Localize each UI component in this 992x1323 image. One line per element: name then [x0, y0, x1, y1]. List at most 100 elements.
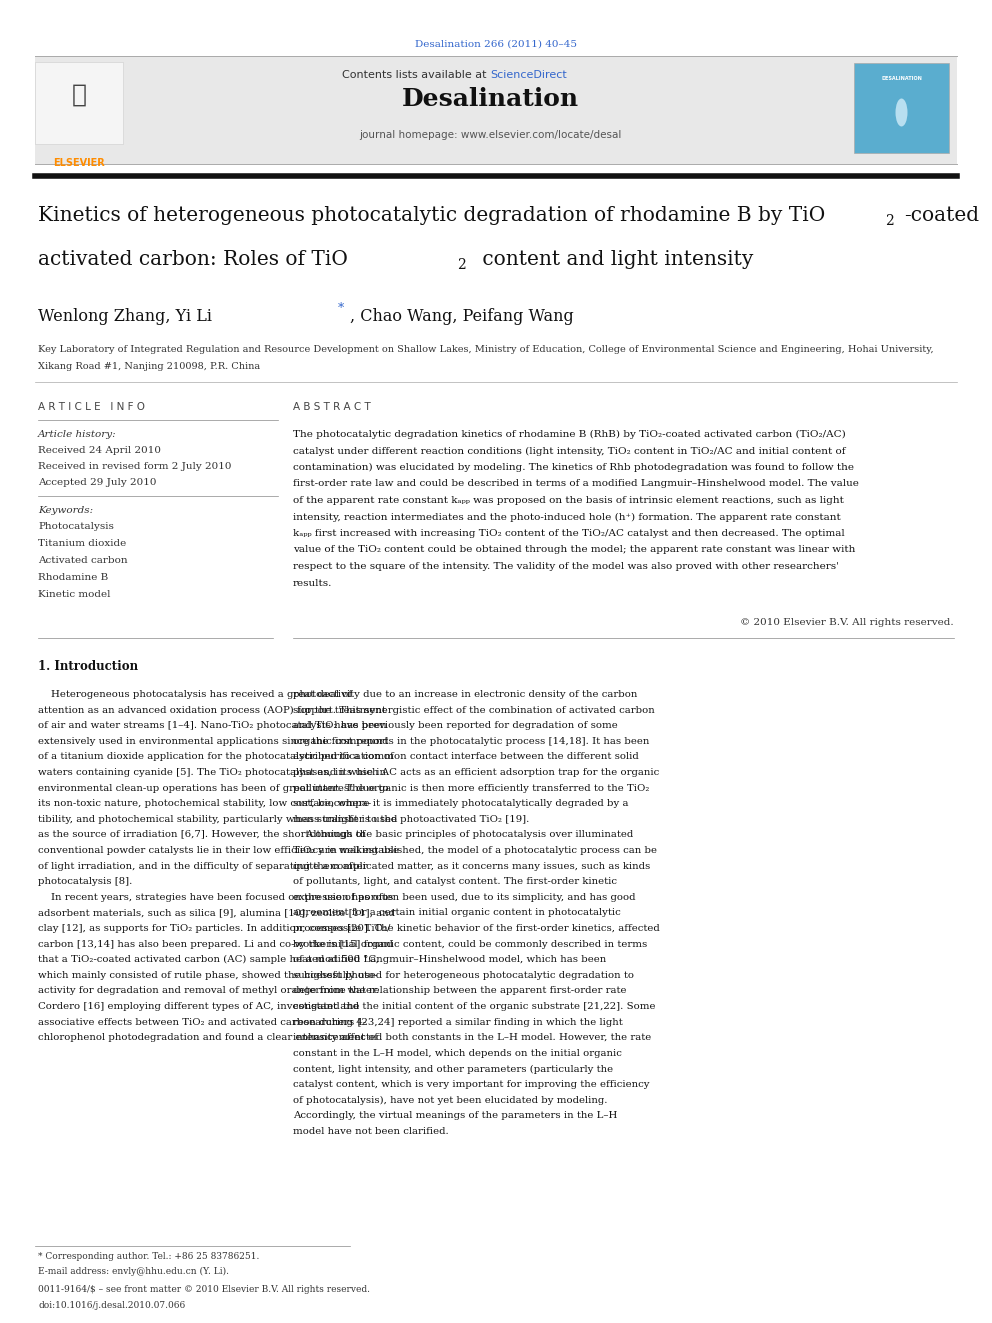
Text: kₐₚₚ first increased with increasing TiO₂ content of the TiO₂/AC catalyst and th: kₐₚₚ first increased with increasing TiO…	[293, 529, 845, 538]
Text: Rhodamine B: Rhodamine B	[38, 573, 108, 582]
Text: A R T I C L E   I N F O: A R T I C L E I N F O	[38, 402, 145, 411]
Text: that a TiO₂-coated activated carbon (AC) sample heated at 500 °C,: that a TiO₂-coated activated carbon (AC)…	[38, 955, 379, 964]
Text: intensity, reaction intermediates and the photo-induced hole (h⁺) formation. The: intensity, reaction intermediates and th…	[293, 512, 841, 521]
Text: surface, where it is immediately photocatalytically degraded by a: surface, where it is immediately photoca…	[293, 799, 629, 808]
Text: catalyst content, which is very important for improving the efficiency: catalyst content, which is very importan…	[293, 1080, 650, 1089]
Text: Accordingly, the virtual meanings of the parameters in the L–H: Accordingly, the virtual meanings of the…	[293, 1111, 617, 1121]
Text: of the apparent rate constant kₐₚₚ was proposed on the basis of intrinsic elemen: of the apparent rate constant kₐₚₚ was p…	[293, 496, 844, 505]
Text: conventional powder catalysts lie in their low efficiency in making use: conventional powder catalysts lie in the…	[38, 845, 399, 855]
Text: photoactivity due to an increase in electronic density of the carbon: photoactivity due to an increase in elec…	[293, 691, 638, 699]
Text: Wenlong Zhang, Yi Li: Wenlong Zhang, Yi Li	[38, 308, 217, 325]
Text: adsorbent materials, such as silica [9], alumina [10], zeolite [11], and: adsorbent materials, such as silica [9],…	[38, 909, 395, 917]
Text: Activated carbon: Activated carbon	[38, 556, 128, 565]
Text: processes [20]. The kinetic behavior of the first-order kinetics, affected: processes [20]. The kinetic behavior of …	[293, 923, 660, 933]
Text: constant in the L–H model, which depends on the initial organic: constant in the L–H model, which depends…	[293, 1049, 622, 1058]
Text: -coated: -coated	[904, 206, 979, 225]
Text: 2: 2	[457, 258, 466, 273]
Text: photocatalysis [8].: photocatalysis [8].	[38, 877, 132, 886]
Text: successfully used for heterogeneous photocatalytic degradation to: successfully used for heterogeneous phot…	[293, 971, 634, 980]
Text: In recent years, strategies have been focused on the use of porous: In recent years, strategies have been fo…	[38, 893, 394, 902]
Text: expression has often been used, due to its simplicity, and has good: expression has often been used, due to i…	[293, 893, 636, 902]
Text: *: *	[338, 302, 344, 315]
Text: phases, in which AC acts as an efficient adsorption trap for the organic: phases, in which AC acts as an efficient…	[293, 767, 660, 777]
Text: A B S T R A C T: A B S T R A C T	[293, 402, 371, 411]
Text: content and light intensity: content and light intensity	[476, 250, 753, 269]
Text: Desalination 266 (2011) 40–45: Desalination 266 (2011) 40–45	[415, 40, 577, 49]
Text: Desalination: Desalination	[402, 87, 578, 111]
Text: value of the TiO₂ content could be obtained through the model; the apparent rate: value of the TiO₂ content could be obtai…	[293, 545, 855, 554]
Text: clay [12], as supports for TiO₂ particles. In addition, composite TiO₂/: clay [12], as supports for TiO₂ particle…	[38, 923, 391, 933]
Bar	[35, 56, 957, 164]
Text: 2: 2	[885, 214, 894, 228]
Text: first-order rate law and could be described in terms of a modified Langmuir–Hins: first-order rate law and could be descri…	[293, 479, 859, 488]
Text: 1. Introduction: 1. Introduction	[38, 660, 138, 673]
Text: content, light intensity, and other parameters (particularly the: content, light intensity, and other para…	[293, 1065, 613, 1073]
Text: © 2010 Elsevier B.V. All rights reserved.: © 2010 Elsevier B.V. All rights reserved…	[740, 618, 954, 627]
Text: researchers [23,24] reported a similar finding in which the light: researchers [23,24] reported a similar f…	[293, 1017, 623, 1027]
Text: Received in revised form 2 July 2010: Received in revised form 2 July 2010	[38, 462, 231, 471]
Text: and TiO₂ has previously been reported for degradation of some: and TiO₂ has previously been reported fo…	[293, 721, 618, 730]
Text: * Corresponding author. Tel.: +86 25 83786251.: * Corresponding author. Tel.: +86 25 837…	[38, 1252, 259, 1261]
Text: contamination) was elucidated by modeling. The kinetics of Rhb photodegradation : contamination) was elucidated by modelin…	[293, 463, 854, 472]
Text: determine the relationship between the apparent first-order rate: determine the relationship between the a…	[293, 987, 627, 995]
Text: as the source of irradiation [6,7]. However, the shortcomings of: as the source of irradiation [6,7]. Howe…	[38, 831, 365, 839]
Text: Article history:: Article history:	[38, 430, 117, 439]
Text: carbon [13,14] has also been prepared. Li and co-workers [15] found: carbon [13,14] has also been prepared. L…	[38, 939, 393, 949]
Text: activated carbon: Roles of TiO: activated carbon: Roles of TiO	[38, 250, 348, 269]
Text: doi:10.1016/j.desal.2010.07.066: doi:10.1016/j.desal.2010.07.066	[38, 1301, 186, 1310]
Text: Cordero [16] employing different types of AC, investigated the: Cordero [16] employing different types o…	[38, 1002, 359, 1011]
Text: Key Laboratory of Integrated Regulation and Resource Development on Shallow Lake: Key Laboratory of Integrated Regulation …	[38, 345, 933, 355]
Text: results.: results.	[293, 578, 332, 587]
Text: 0011-9164/$ – see front matter © 2010 Elsevier B.V. All rights reserved.: 0011-9164/$ – see front matter © 2010 El…	[38, 1285, 370, 1294]
Text: constant and the initial content of the organic substrate [21,22]. Some: constant and the initial content of the …	[293, 1002, 656, 1011]
Text: pollutant. The organic is then more efficiently transferred to the TiO₂: pollutant. The organic is then more effi…	[293, 783, 650, 792]
Text: of photocatalysis), have not yet been elucidated by modeling.: of photocatalysis), have not yet been el…	[293, 1095, 607, 1105]
Text: environmental clean-up operations has been of great interest due to: environmental clean-up operations has be…	[38, 783, 389, 792]
Text: associative effects between TiO₂ and activated carbon during 4-: associative effects between TiO₂ and act…	[38, 1017, 366, 1027]
Text: catalyst under different reaction conditions (light intensity, TiO₂ content in T: catalyst under different reaction condit…	[293, 446, 845, 455]
Text: of pollutants, light, and catalyst content. The first-order kinetic: of pollutants, light, and catalyst conte…	[293, 877, 617, 886]
Text: The photocatalytic degradation kinetics of rhodamine B (RhB) by TiO₂-coated acti: The photocatalytic degradation kinetics …	[293, 430, 846, 439]
Text: activity for degradation and removal of methyl orange from water.: activity for degradation and removal of …	[38, 987, 379, 995]
Text: agreement for a certain initial organic content in photocatalytic: agreement for a certain initial organic …	[293, 909, 621, 917]
Text: Although the basic principles of photocatalysis over illuminated: Although the basic principles of photoca…	[293, 831, 633, 839]
Text: Kinetics of heterogeneous photocatalytic degradation of rhodamine B by TiO: Kinetics of heterogeneous photocatalytic…	[38, 206, 825, 225]
Text: ScienceDirect: ScienceDirect	[490, 70, 566, 79]
Text: waters containing cyanide [5]. The TiO₂ photocatalyst and its use in: waters containing cyanide [5]. The TiO₂ …	[38, 767, 386, 777]
Text: mass transfer to the photoactivated TiO₂ [19].: mass transfer to the photoactivated TiO₂…	[293, 815, 530, 824]
Text: Contents lists available at: Contents lists available at	[342, 70, 490, 79]
Text: model have not been clarified.: model have not been clarified.	[293, 1127, 448, 1136]
Ellipse shape	[896, 98, 908, 127]
Text: which mainly consisted of rutile phase, showed the highest photo-: which mainly consisted of rutile phase, …	[38, 971, 378, 980]
Text: quite a complicated matter, as it concerns many issues, such as kinds: quite a complicated matter, as it concer…	[293, 861, 650, 871]
Text: ELSEVIER: ELSEVIER	[54, 157, 105, 168]
Text: Kinetic model: Kinetic model	[38, 590, 110, 599]
Text: respect to the square of the intensity. The validity of the model was also prove: respect to the square of the intensity. …	[293, 562, 839, 572]
Bar	[854, 64, 949, 153]
Text: by the initial organic content, could be commonly described in terms: by the initial organic content, could be…	[293, 939, 647, 949]
Text: of a modified Langmuir–Hinshelwood model, which has been: of a modified Langmuir–Hinshelwood model…	[293, 955, 606, 964]
Text: chlorophenol photodegradation and found a clear enhancement of: chlorophenol photodegradation and found …	[38, 1033, 378, 1043]
Text: journal homepage: www.elsevier.com/locate/desal: journal homepage: www.elsevier.com/locat…	[359, 130, 621, 140]
Text: of air and water streams [1–4]. Nano-TiO₂ photocatalysts have been: of air and water streams [1–4]. Nano-TiO…	[38, 721, 387, 730]
Text: support. This synergistic effect of the combination of activated carbon: support. This synergistic effect of the …	[293, 705, 655, 714]
Text: extensively used in environmental applications since the first report: extensively used in environmental applic…	[38, 737, 389, 746]
Text: intensity affected both constants in the L–H model. However, the rate: intensity affected both constants in the…	[293, 1033, 652, 1043]
Text: Photocatalysis: Photocatalysis	[38, 523, 114, 531]
Text: of a titanium dioxide application for the photocatalytic purification of: of a titanium dioxide application for th…	[38, 753, 394, 762]
Bar	[35, 62, 123, 144]
Text: of light irradiation, and in the difficulty of separating them after: of light irradiation, and in the difficu…	[38, 861, 367, 871]
Text: , Chao Wang, Peifang Wang: , Chao Wang, Peifang Wang	[350, 308, 573, 325]
Text: Received 24 April 2010: Received 24 April 2010	[38, 446, 161, 455]
Text: Titanium dioxide: Titanium dioxide	[38, 538, 126, 548]
Text: Xikang Road #1, Nanjing 210098, P.R. China: Xikang Road #1, Nanjing 210098, P.R. Chi…	[38, 363, 260, 370]
Text: attention as an advanced oxidation process (AOP) for the treatment: attention as an advanced oxidation proce…	[38, 705, 386, 714]
Text: Accepted 29 July 2010: Accepted 29 July 2010	[38, 478, 157, 487]
Text: Heterogeneous photocatalysis has received a great deal of: Heterogeneous photocatalysis has receive…	[38, 691, 352, 699]
Text: organic compounds in the photocatalytic process [14,18]. It has been: organic compounds in the photocatalytic …	[293, 737, 650, 746]
Text: 🌳: 🌳	[71, 83, 86, 107]
Text: E-mail address: envly@hhu.edu.cn (Y. Li).: E-mail address: envly@hhu.edu.cn (Y. Li)…	[38, 1267, 229, 1277]
Text: Keywords:: Keywords:	[38, 505, 93, 515]
Text: ascribed to a common contact interface between the different solid: ascribed to a common contact interface b…	[293, 753, 639, 762]
Text: TiO₂ are well established, the model of a photocatalytic process can be: TiO₂ are well established, the model of …	[293, 845, 657, 855]
